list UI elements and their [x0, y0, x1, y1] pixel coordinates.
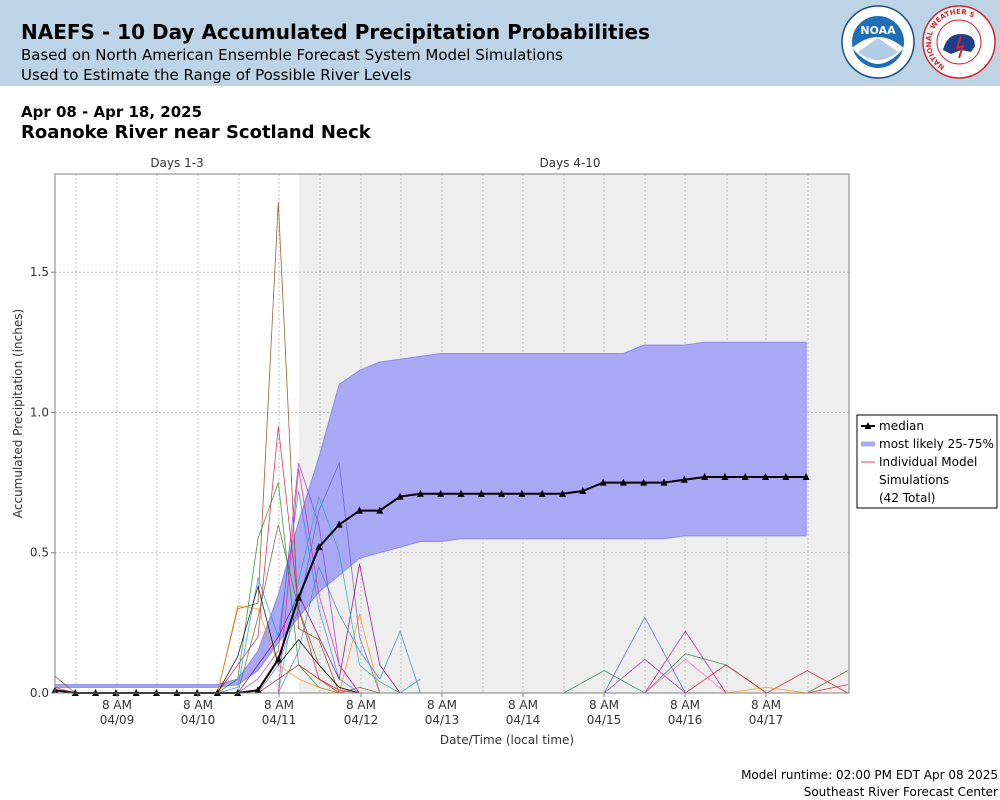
page-header: NAEFS - 10 Day Accumulated Precipitation…: [0, 0, 1000, 86]
y-axis-label: Accumulated Precipitation (inches): [11, 309, 25, 518]
x-tick-date: 04/13: [425, 713, 460, 727]
x-tick-date: 04/16: [668, 713, 703, 727]
x-tick-time: 8 AM: [751, 698, 781, 712]
legend-label: median: [879, 419, 924, 433]
median-point: [619, 478, 627, 486]
median-point: [477, 489, 485, 497]
y-tick-label: 1.0: [30, 405, 49, 419]
percentile-band-25-75: [54, 341, 807, 688]
median-point: [498, 489, 506, 497]
model-runtime: Model runtime: 02:00 PM EDT Apr 08 2025: [741, 768, 998, 782]
median-point: [274, 655, 282, 663]
x-tick-date: 04/10: [181, 713, 216, 727]
median-point: [680, 475, 688, 483]
median-point: [579, 487, 587, 495]
median-point: [660, 478, 668, 486]
median-point: [599, 478, 607, 486]
median-point: [254, 686, 262, 694]
median-point: [315, 543, 323, 551]
median-point: [559, 489, 566, 497]
y-tick-label: 0.5: [30, 546, 49, 560]
median-point: [802, 472, 810, 480]
median-point: [762, 472, 769, 480]
x-tick-date: 04/15: [587, 713, 622, 727]
median-point: [396, 492, 404, 500]
median-point: [782, 472, 790, 480]
page-subtitle-2: Used to Estimate the Range of Possible R…: [21, 66, 412, 84]
y-tick-label: 1.5: [30, 265, 49, 279]
x-tick-date: 04/12: [344, 713, 379, 727]
median-point: [416, 489, 424, 497]
x-tick-time: 8 AM: [427, 698, 457, 712]
median-point: [457, 489, 465, 497]
legend-median-marker: [864, 422, 872, 429]
location-title: Roanoke River near Scotland Neck: [21, 122, 371, 143]
x-tick-time: 8 AM: [102, 698, 132, 712]
x-tick-date: 04/11: [262, 713, 297, 727]
x-axis-label: Date/Time (local time): [440, 733, 574, 747]
median-point: [356, 506, 363, 514]
x-tick-time: 8 AM: [346, 698, 376, 712]
x-tick-date: 04/14: [506, 713, 541, 727]
plot-border: [54, 173, 850, 694]
median-point: [295, 593, 303, 601]
page-subtitle-1: Based on North American Ensemble Forecas…: [21, 46, 563, 64]
median-point: [741, 472, 749, 480]
x-tick-date: 04/09: [100, 713, 135, 727]
region-label-days-4-10: Days 4-10: [540, 156, 601, 170]
median-point: [437, 489, 445, 497]
x-tick-time: 8 AM: [589, 698, 619, 712]
x-tick-date: 04/17: [749, 713, 784, 727]
x-tick-time: 8 AM: [508, 698, 538, 712]
legend-label: Individual Model: [879, 455, 977, 469]
y-tick-label: 0.0: [30, 686, 49, 700]
median-point: [721, 472, 729, 480]
noaa-logo-icon: NOAA: [841, 5, 915, 79]
median-point: [518, 489, 526, 497]
x-tick-time: 8 AM: [264, 698, 294, 712]
x-tick-time: 8 AM: [670, 698, 700, 712]
legend-box: [856, 414, 998, 509]
median-point: [376, 506, 384, 514]
nws-logo-icon: NATIONAL WEATHER SERVICE: [921, 4, 996, 79]
forecast-center: Southeast River Forecast Center: [803, 785, 998, 799]
median-point: [335, 520, 343, 528]
noaa-logo-text: NOAA: [860, 24, 896, 37]
x-tick-time: 8 AM: [183, 698, 213, 712]
page-title: NAEFS - 10 Day Accumulated Precipitation…: [21, 20, 650, 44]
median-point: [701, 472, 709, 480]
legend-label: most likely 25-75%: [879, 437, 994, 451]
median-point: [538, 489, 546, 497]
legend-label: Simulations: [879, 473, 949, 487]
legend-label: (42 Total): [879, 491, 935, 505]
date-range: Apr 08 - Apr 18, 2025: [21, 103, 203, 121]
median-point: [640, 478, 648, 486]
region-label-days-1-3: Days 1-3: [150, 156, 203, 170]
